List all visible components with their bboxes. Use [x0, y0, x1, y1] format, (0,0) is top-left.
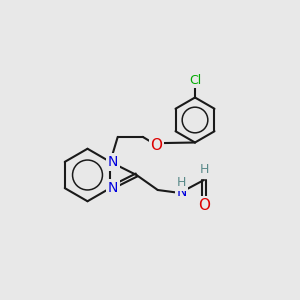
- Text: H: H: [177, 176, 186, 190]
- Text: N: N: [107, 181, 118, 195]
- Text: O: O: [198, 197, 210, 212]
- Text: O: O: [151, 138, 163, 153]
- Text: N: N: [107, 155, 118, 169]
- Text: H: H: [199, 163, 209, 176]
- Text: N: N: [176, 185, 187, 200]
- Text: Cl: Cl: [189, 74, 201, 86]
